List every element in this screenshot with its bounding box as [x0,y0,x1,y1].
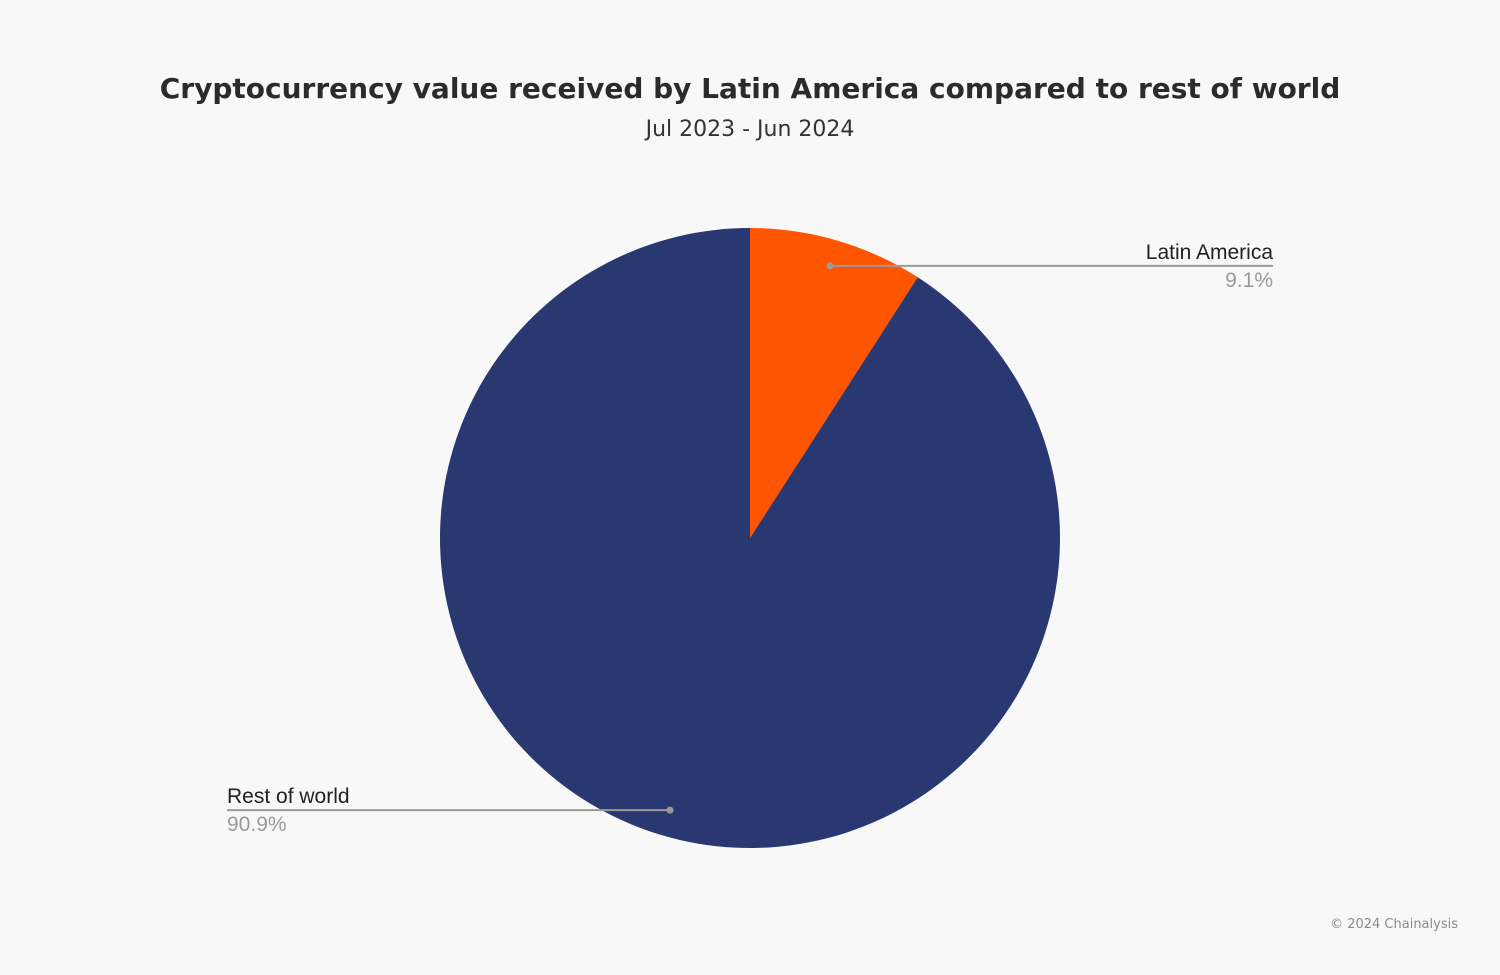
slice-label-rest-of-world: Rest of world [227,785,350,808]
leader-dot-rest-of-world [666,806,674,814]
slice-percent-latin-america: 9.1% [1225,269,1273,292]
copyright-credit: © 2024 Chainalysis [1330,917,1458,932]
pie-slice-latin-america [750,228,918,538]
leader-dot-latin-america [826,262,834,270]
slice-label-latin-america: Latin America [1146,241,1274,264]
chart-subtitle: Jul 2023 - Jun 2024 [645,117,855,142]
pie-slice-rest-of-world [439,228,1060,848]
chart-title: Cryptocurrency value received by Latin A… [159,72,1341,105]
slice-percent-rest-of-world: 90.9% [227,813,287,836]
